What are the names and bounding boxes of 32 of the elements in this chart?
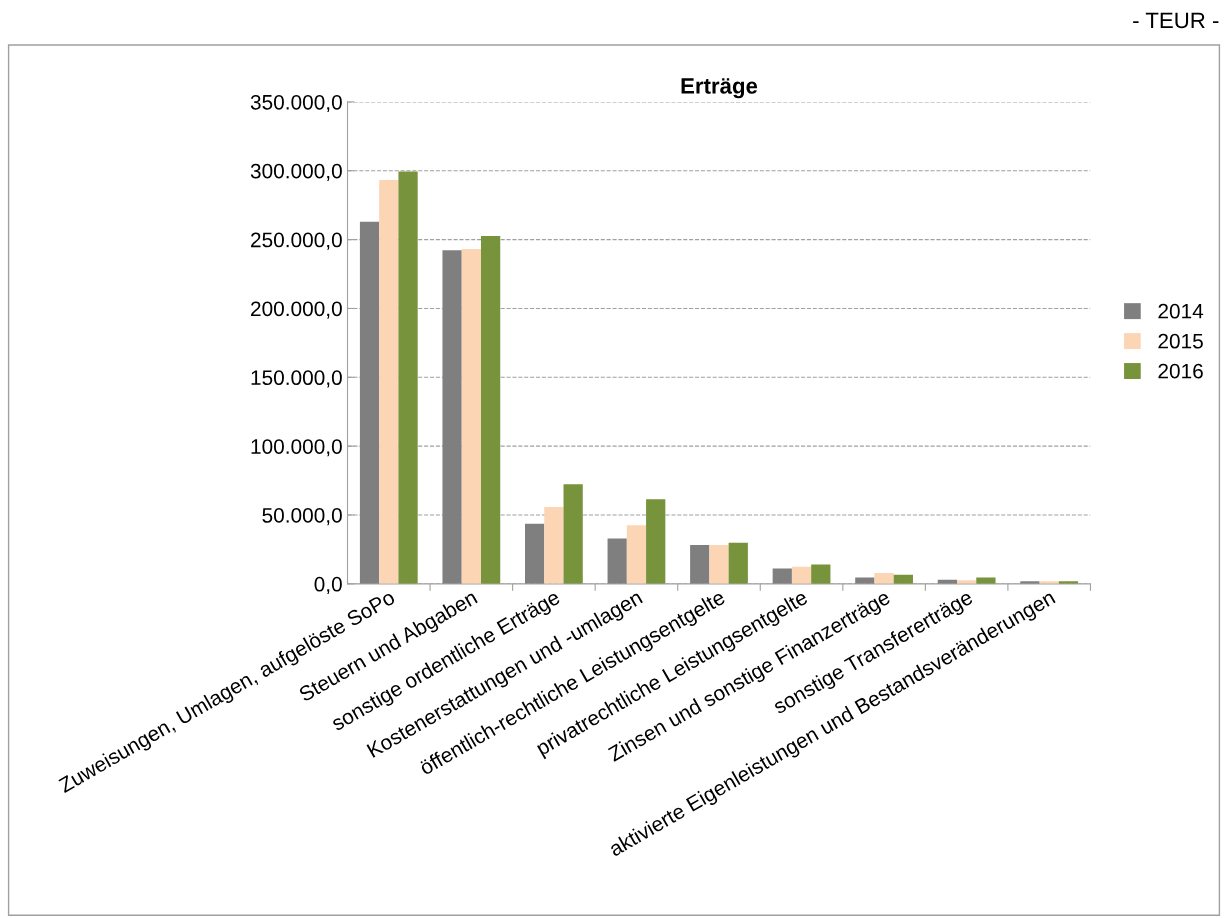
bar — [772, 568, 792, 584]
y-tick-label: 0,0 — [314, 576, 342, 595]
bar — [607, 538, 627, 584]
text: - TEUR - — [1133, 12, 1219, 29]
y-tick-label: 150.000,0 — [251, 370, 342, 388]
bar — [442, 250, 462, 584]
y-tick-label: 200.000,0 — [251, 301, 342, 319]
bar — [544, 507, 564, 584]
y-tick-label: 250.000,0 — [251, 232, 342, 250]
bar — [874, 573, 894, 584]
bar — [626, 525, 647, 584]
y-tick-label: 350.000,0 — [250, 94, 342, 113]
bar — [563, 484, 583, 584]
bar — [728, 542, 748, 584]
bar — [646, 499, 666, 584]
bar — [379, 180, 399, 584]
bar — [690, 544, 710, 584]
legend-label: 2015 — [1158, 333, 1203, 349]
bar — [525, 523, 545, 584]
legend-label: 2014 — [1158, 303, 1204, 319]
y-tick-label: 100.000,0 — [251, 439, 342, 457]
bar — [791, 566, 812, 584]
bar — [359, 221, 380, 584]
bar — [811, 564, 831, 584]
chart-title: Erträge — [681, 78, 758, 99]
bar — [709, 544, 729, 584]
y-tick-label: 50.000,0 — [262, 508, 342, 526]
bar — [398, 171, 418, 584]
legend-label: 2016 — [1158, 363, 1203, 379]
bar — [480, 235, 501, 584]
y-tick-label: 300.000,0 — [250, 163, 342, 181]
bar — [461, 248, 481, 584]
